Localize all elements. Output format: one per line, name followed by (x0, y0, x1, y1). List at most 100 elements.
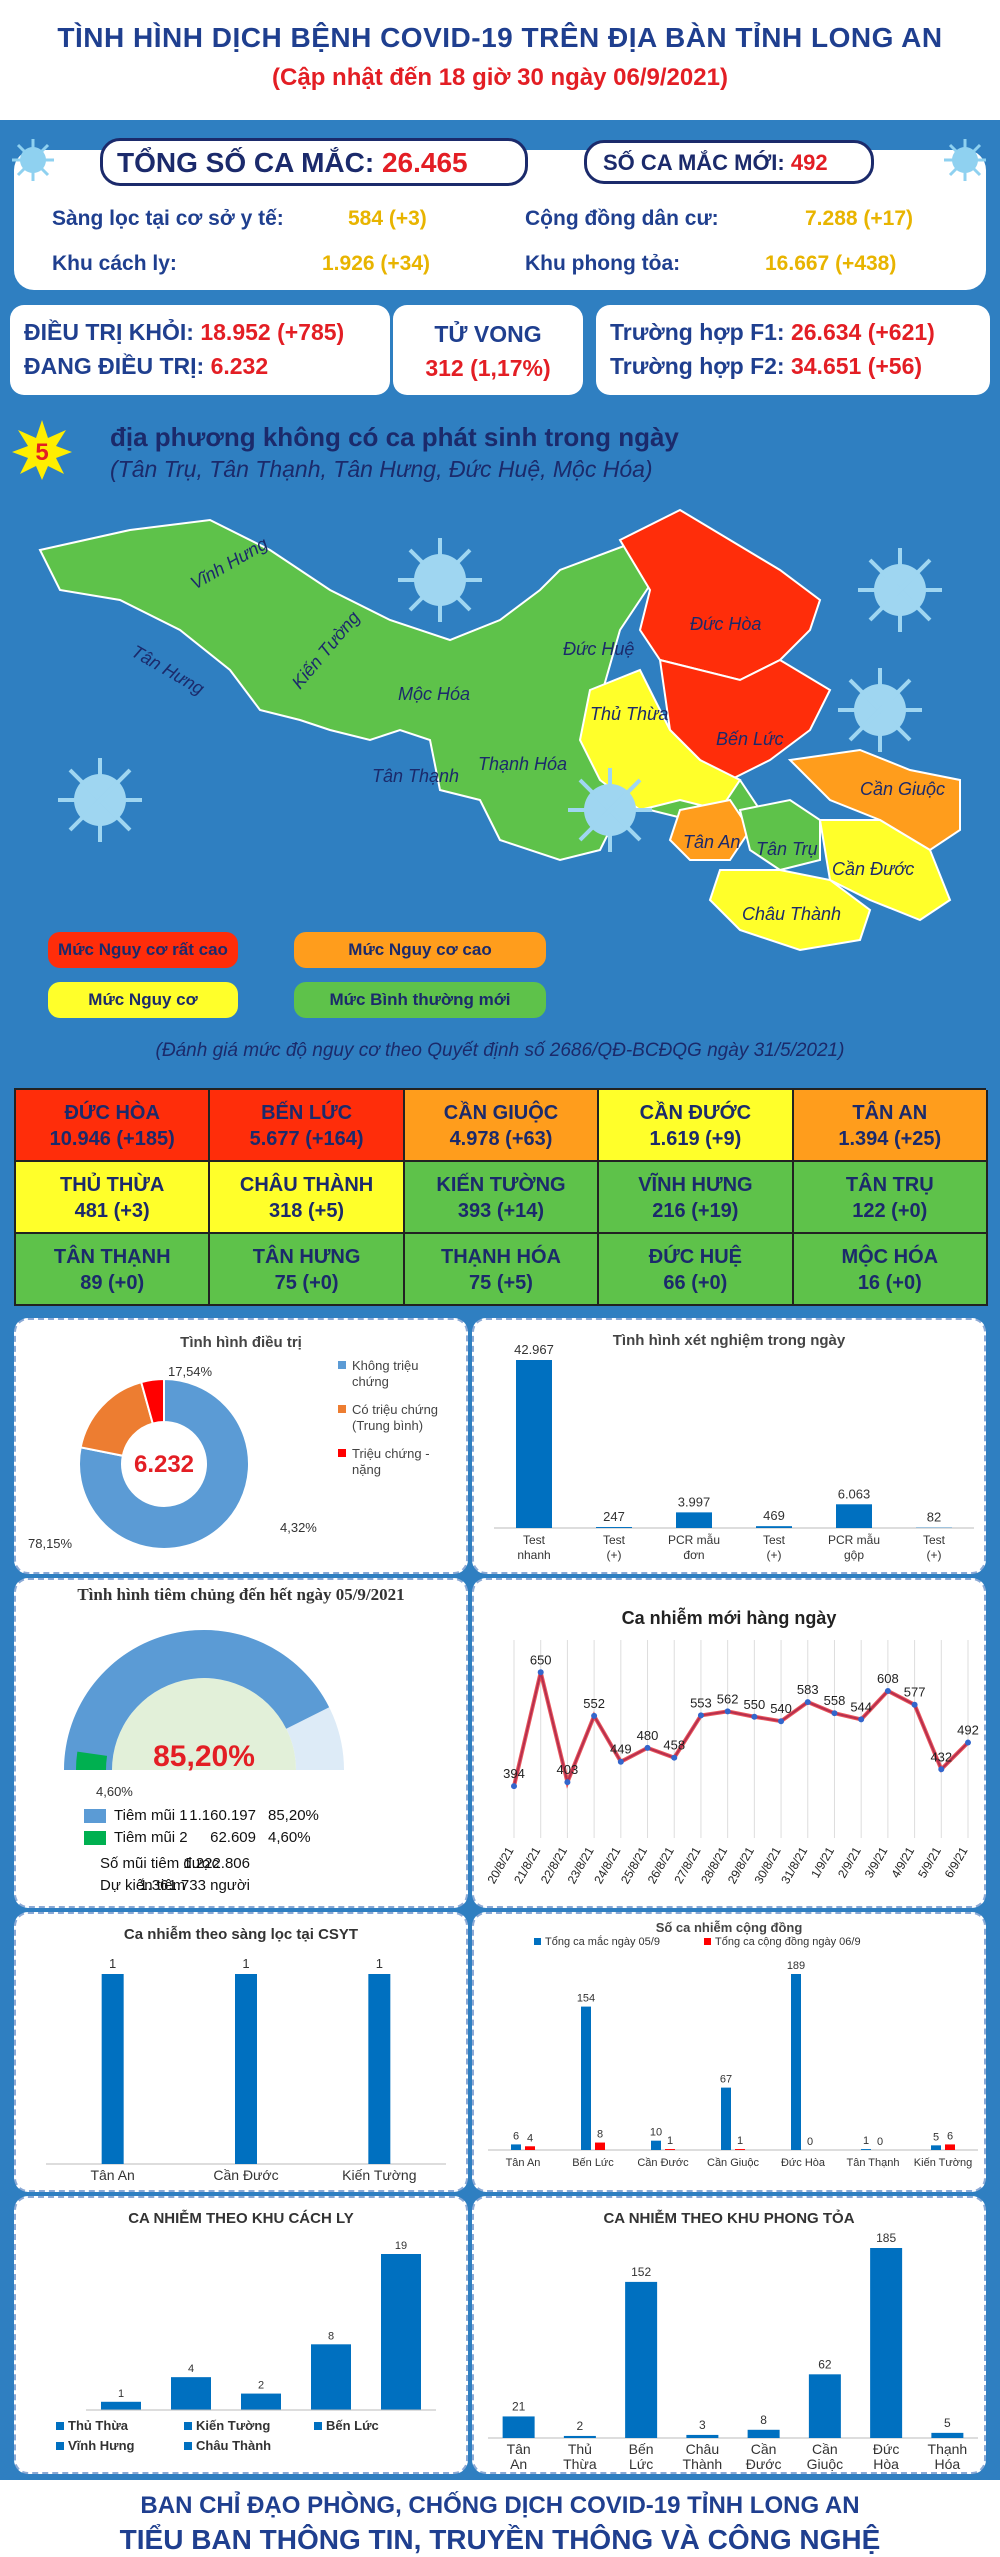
header: TÌNH HÌNH DỊCH BỆNH COVID-19 TRÊN ĐỊA BÀ… (0, 0, 1000, 120)
tests-panel: Tình hình xét nghiệm trong ngày 42.967 Te… (472, 1318, 986, 1574)
category-label: Lức (629, 2456, 653, 2472)
data-point (778, 1718, 785, 1725)
bar-value-label: 189 (787, 1960, 805, 1972)
legend-label: Tiêm mũi 2 (114, 1829, 188, 1846)
data-point (884, 1687, 891, 1694)
legend-high: Mức Nguy cơ cao (294, 932, 546, 968)
data-point (591, 1712, 598, 1719)
donut-slice (78, 1377, 250, 1550)
region-tan-an (668, 798, 752, 861)
zero-case-title: địa phương không có ca phát sinh trong n… (110, 422, 679, 452)
district-cases: 1.619 (+9) (649, 1128, 742, 1150)
gauge-slice (76, 1751, 108, 1770)
bar (836, 1504, 872, 1528)
bar-value-label: 8 (328, 2330, 334, 2342)
donut-slice (139, 1377, 165, 1425)
lockdown-chart: 21TânAn2ThủThừa152BếnLức3ChâuThành8CầnĐư… (488, 2231, 978, 2472)
screening-chart: 1 Tân An 1 Cần Đước 1 Kiến Tường (46, 1956, 446, 2183)
vaccine-chart: 85,20% 4,60% Tiêm mũi 1 1.160.197 85,20% Tiêm… (64, 1630, 344, 1894)
data-point (511, 1783, 517, 1790)
point-label: 583 (797, 1682, 819, 1697)
point-label: 562 (717, 1691, 739, 1706)
legend-swatch (184, 2422, 192, 2430)
bar-value-label: 62 (818, 2357, 832, 2371)
map-label: Cần Đước (832, 859, 914, 879)
category-label: Cần (812, 2441, 838, 2457)
bar-value-label: 1 (863, 2135, 869, 2147)
bar (721, 2087, 731, 2150)
district-cell: CHÂU THÀNH 318 (+5) (210, 1162, 405, 1234)
bar-value-label: 3.997 (678, 1494, 711, 1509)
bar (931, 2432, 964, 2438)
chart-title: Ca nhiễm theo sàng lọc tại CSYT (123, 1926, 359, 1943)
point-label: 480 (637, 1728, 659, 1743)
zero-case-list: (Tân Trụ, Tân Thạnh, Tân Hưng, Đức Huệ, … (110, 456, 653, 482)
map-label: Thạnh Hóa (478, 754, 567, 774)
district-cell: CẦN ĐƯỚC 1.619 (+9) (599, 1090, 794, 1162)
category-label: (+) (767, 1548, 782, 1562)
category-label: Cần Đước (637, 2157, 689, 2169)
district-cell: TÂN THẠNH 89 (+0) (16, 1234, 211, 1306)
district-name: ĐỨC HUỆ (648, 1246, 743, 1268)
district-cases: 5.677 (+164) (249, 1128, 364, 1150)
district-cases: 4.978 (+63) (449, 1128, 553, 1150)
point-label: 432 (930, 1749, 952, 1764)
gauge-slice (64, 1630, 330, 1770)
map-label: Tân Trụ (756, 839, 818, 859)
category-label: Đức Hòa (781, 2157, 826, 2169)
category-label: Tân Thạnh (846, 2157, 899, 2169)
bar-value-label: 247 (603, 1509, 625, 1524)
category-label: Cần Đước (213, 2167, 278, 2183)
district-cell: CẦN GIUỘC 4.978 (+63) (404, 1090, 600, 1162)
map-label: Tân An (683, 832, 740, 852)
bar-value-label: 1 (109, 1956, 116, 1971)
chart-title: Tình hình tiêm chủng đến hết ngày 05/9/2… (77, 1585, 405, 1604)
category-label: Test (523, 1533, 546, 1547)
chart-title: CA NHIỄM THEO KHU PHONG TỎA (603, 2210, 855, 2227)
map-section: 5 địa phương không có ca phát sinh trong… (0, 410, 1000, 1090)
data-point (617, 1758, 624, 1765)
bar-value-label: 6.063 (838, 1486, 871, 1501)
bar-value-label: 19 (395, 2240, 407, 2252)
district-cases: 216 (+19) (652, 1200, 739, 1222)
legend-swatch (84, 1831, 106, 1845)
point-label: 577 (904, 1685, 926, 1700)
bar-value-label: 3 (699, 2418, 706, 2432)
category-label: Bến (629, 2441, 654, 2457)
legend-label: Châu Thành (196, 2438, 271, 2453)
district-cases: 75 (+0) (274, 1272, 339, 1294)
legend-label: (Trung bình) (352, 1418, 423, 1433)
district-name: CẦN GIUỘC (443, 1102, 559, 1124)
donut-center-value: 6.232 (134, 1451, 194, 1478)
legend-swatch (84, 1809, 106, 1823)
bar-value-label: 82 (927, 1510, 941, 1525)
death-card: TỬ VONG 312 (1,17%) (393, 305, 583, 395)
district-name: THẠNH HÓA (440, 1246, 561, 1268)
footer-line-2: TIỂU BAN THÔNG TIN, TRUYỀN THÔNG VÀ CÔNG… (119, 2524, 881, 2555)
daily-panel: Ca nhiễm mới hàng ngày 394 20/8/21 650 21/8… (472, 1578, 986, 1908)
point-label: 550 (744, 1697, 766, 1712)
legend-label: Có triệu chứng (352, 1402, 438, 1417)
point-label: 394 (503, 1766, 525, 1781)
bar (676, 1512, 712, 1528)
district-cases: 1.394 (+25) (838, 1128, 942, 1150)
map-label: Châu Thành (742, 904, 841, 924)
bar (808, 2374, 841, 2438)
district-name: ĐỨC HÒA (64, 1102, 160, 1124)
legend-swatch (338, 1449, 346, 1457)
bar-value-label: 0 (877, 2136, 883, 2148)
map-label: Tân Hưng (128, 641, 208, 699)
bar (502, 2416, 535, 2438)
data-point (724, 1708, 731, 1715)
bar-value-label: 8 (597, 2129, 603, 2141)
legend-risk: Mức Nguy cơ (48, 982, 238, 1018)
data-point (911, 1701, 918, 1708)
region-can-giuoc (787, 748, 961, 852)
bar (516, 1360, 552, 1528)
legend-label: Tiêm mũi 1 (114, 1807, 188, 1824)
chart-title: Số ca nhiễm cộng đồng (655, 1920, 803, 1935)
treatment-card: ĐIỀU TRỊ KHỎI: 18.952 (+785) ĐANG ĐIỀU T… (10, 305, 390, 395)
region-tan-tru (738, 798, 821, 872)
point-label: 403 (557, 1762, 579, 1777)
category-label: đơn (683, 1548, 704, 1562)
